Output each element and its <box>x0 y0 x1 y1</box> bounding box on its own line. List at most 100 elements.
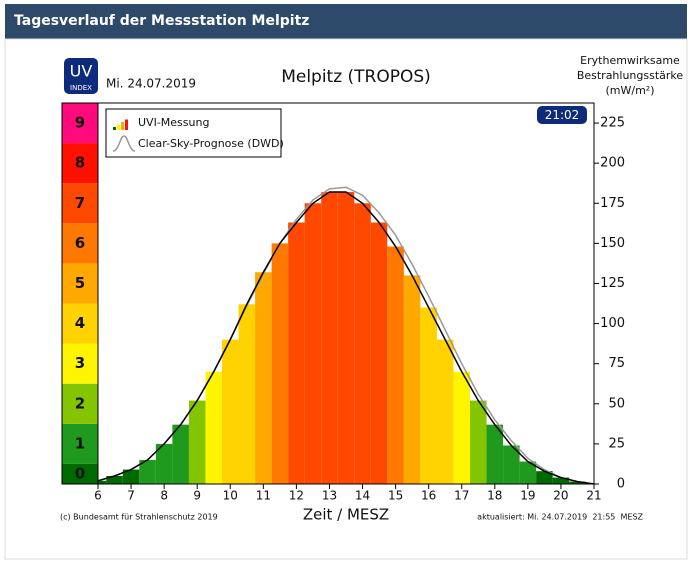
x-tick-label: 21 <box>586 489 601 503</box>
y-tick-label: 75 <box>608 356 625 371</box>
date: Mi. 24.07.2019 <box>106 77 196 91</box>
bar <box>403 275 421 484</box>
level-label: 4 <box>75 314 85 332</box>
bar <box>519 461 537 484</box>
y-tick-label: 50 <box>608 396 625 411</box>
level-band <box>62 383 98 424</box>
x-tick-label: 7 <box>127 489 135 503</box>
y-tick-label: 0 <box>617 477 625 492</box>
x-tick-label: 14 <box>355 489 370 503</box>
copyright: (c) Bundesamt für Strahlenschutz 2019 <box>60 513 218 522</box>
bar <box>222 339 239 484</box>
bar <box>337 192 355 484</box>
bar <box>321 192 338 484</box>
x-tick-label: 6 <box>94 489 102 503</box>
bar <box>155 443 173 484</box>
updated: aktualisiert: Mi. 24.07.2019 21:55 MESZ <box>477 513 643 522</box>
bar <box>98 480 107 484</box>
level-band <box>62 463 98 484</box>
x-tick-label: 13 <box>322 489 337 503</box>
legend-swatch <box>112 135 136 152</box>
bar <box>436 339 454 484</box>
bar <box>420 307 437 484</box>
legend-label: UVI-Messung <box>138 116 209 129</box>
bar <box>453 371 470 484</box>
y-tick-label: 125 <box>600 276 625 291</box>
bar <box>172 424 189 484</box>
logo-index: INDEX <box>70 84 92 92</box>
x-tick-label: 12 <box>289 489 304 503</box>
y-label: (mW/m²) <box>605 84 654 97</box>
bar <box>387 246 404 484</box>
legend-swatch <box>113 127 116 130</box>
bar <box>188 400 206 484</box>
x-tick-label: 16 <box>421 489 436 503</box>
x-tick-label: 18 <box>487 489 502 503</box>
line <box>97 191 595 485</box>
level-label: 1 <box>75 434 85 452</box>
header-bar <box>5 4 687 39</box>
y-tick-label: 225 <box>600 116 625 131</box>
bar <box>536 471 553 484</box>
x-label: Zeit / MESZ <box>303 506 389 524</box>
x-tick-label: 20 <box>553 489 568 503</box>
level-band <box>62 143 98 184</box>
bar <box>106 475 123 484</box>
y-tick-label: 150 <box>600 236 625 251</box>
level-label: 5 <box>75 274 85 292</box>
y-tick-label: 200 <box>600 156 625 171</box>
time-badge-text: 21:02 <box>545 108 580 122</box>
level-label: 8 <box>75 154 85 172</box>
bar <box>569 481 586 484</box>
y-tick-label: 25 <box>608 436 625 451</box>
x-tick-label: 9 <box>193 489 201 503</box>
bar <box>238 304 256 484</box>
x-tick-label: 15 <box>388 489 403 503</box>
chart-title: Melpitz (TROPOS) <box>281 67 431 87</box>
y-tick-label: 175 <box>600 196 625 211</box>
level-band <box>62 423 98 464</box>
uv-logo <box>64 58 98 94</box>
legend <box>105 108 282 158</box>
bar <box>552 477 570 484</box>
legend-swatch <box>121 122 124 130</box>
header-title: Tagesverlauf der Messstation Melpitz <box>14 13 309 29</box>
x-tick-label: 11 <box>256 489 271 503</box>
level-label: 3 <box>75 354 85 372</box>
bar <box>255 272 272 484</box>
bar <box>370 222 388 485</box>
bar <box>503 445 520 484</box>
level-band <box>62 103 98 144</box>
y-tick-label: 100 <box>600 316 625 331</box>
bar <box>486 424 504 484</box>
bar <box>304 203 322 484</box>
bar <box>122 469 140 484</box>
legend-label: Clear-Sky-Prognose (DWD) <box>138 137 284 150</box>
bar <box>271 243 289 484</box>
frame <box>4 38 688 560</box>
level-label: 6 <box>75 234 85 252</box>
time-badge <box>537 106 587 124</box>
bar <box>205 371 222 484</box>
logo-uv: UV <box>70 62 93 81</box>
level-band <box>62 343 98 384</box>
x-tick-label: 8 <box>160 489 168 503</box>
x-tick-label: 17 <box>454 489 469 503</box>
bar <box>354 203 371 484</box>
level-band <box>62 263 98 304</box>
legend-swatch <box>125 119 128 130</box>
x-tick-label: 10 <box>223 489 238 503</box>
y-label: Bestrahlungsstärke <box>577 69 684 82</box>
bar <box>288 222 305 485</box>
level-band <box>62 303 98 344</box>
level-label: 0 <box>75 464 85 482</box>
x-tick-label: 19 <box>520 489 535 503</box>
scale-border <box>61 102 99 485</box>
level-band <box>62 223 98 264</box>
y-label: Erythemwirksame <box>580 54 680 67</box>
level-band <box>62 183 98 224</box>
legend-swatch <box>117 124 120 130</box>
level-label: 9 <box>75 114 85 132</box>
